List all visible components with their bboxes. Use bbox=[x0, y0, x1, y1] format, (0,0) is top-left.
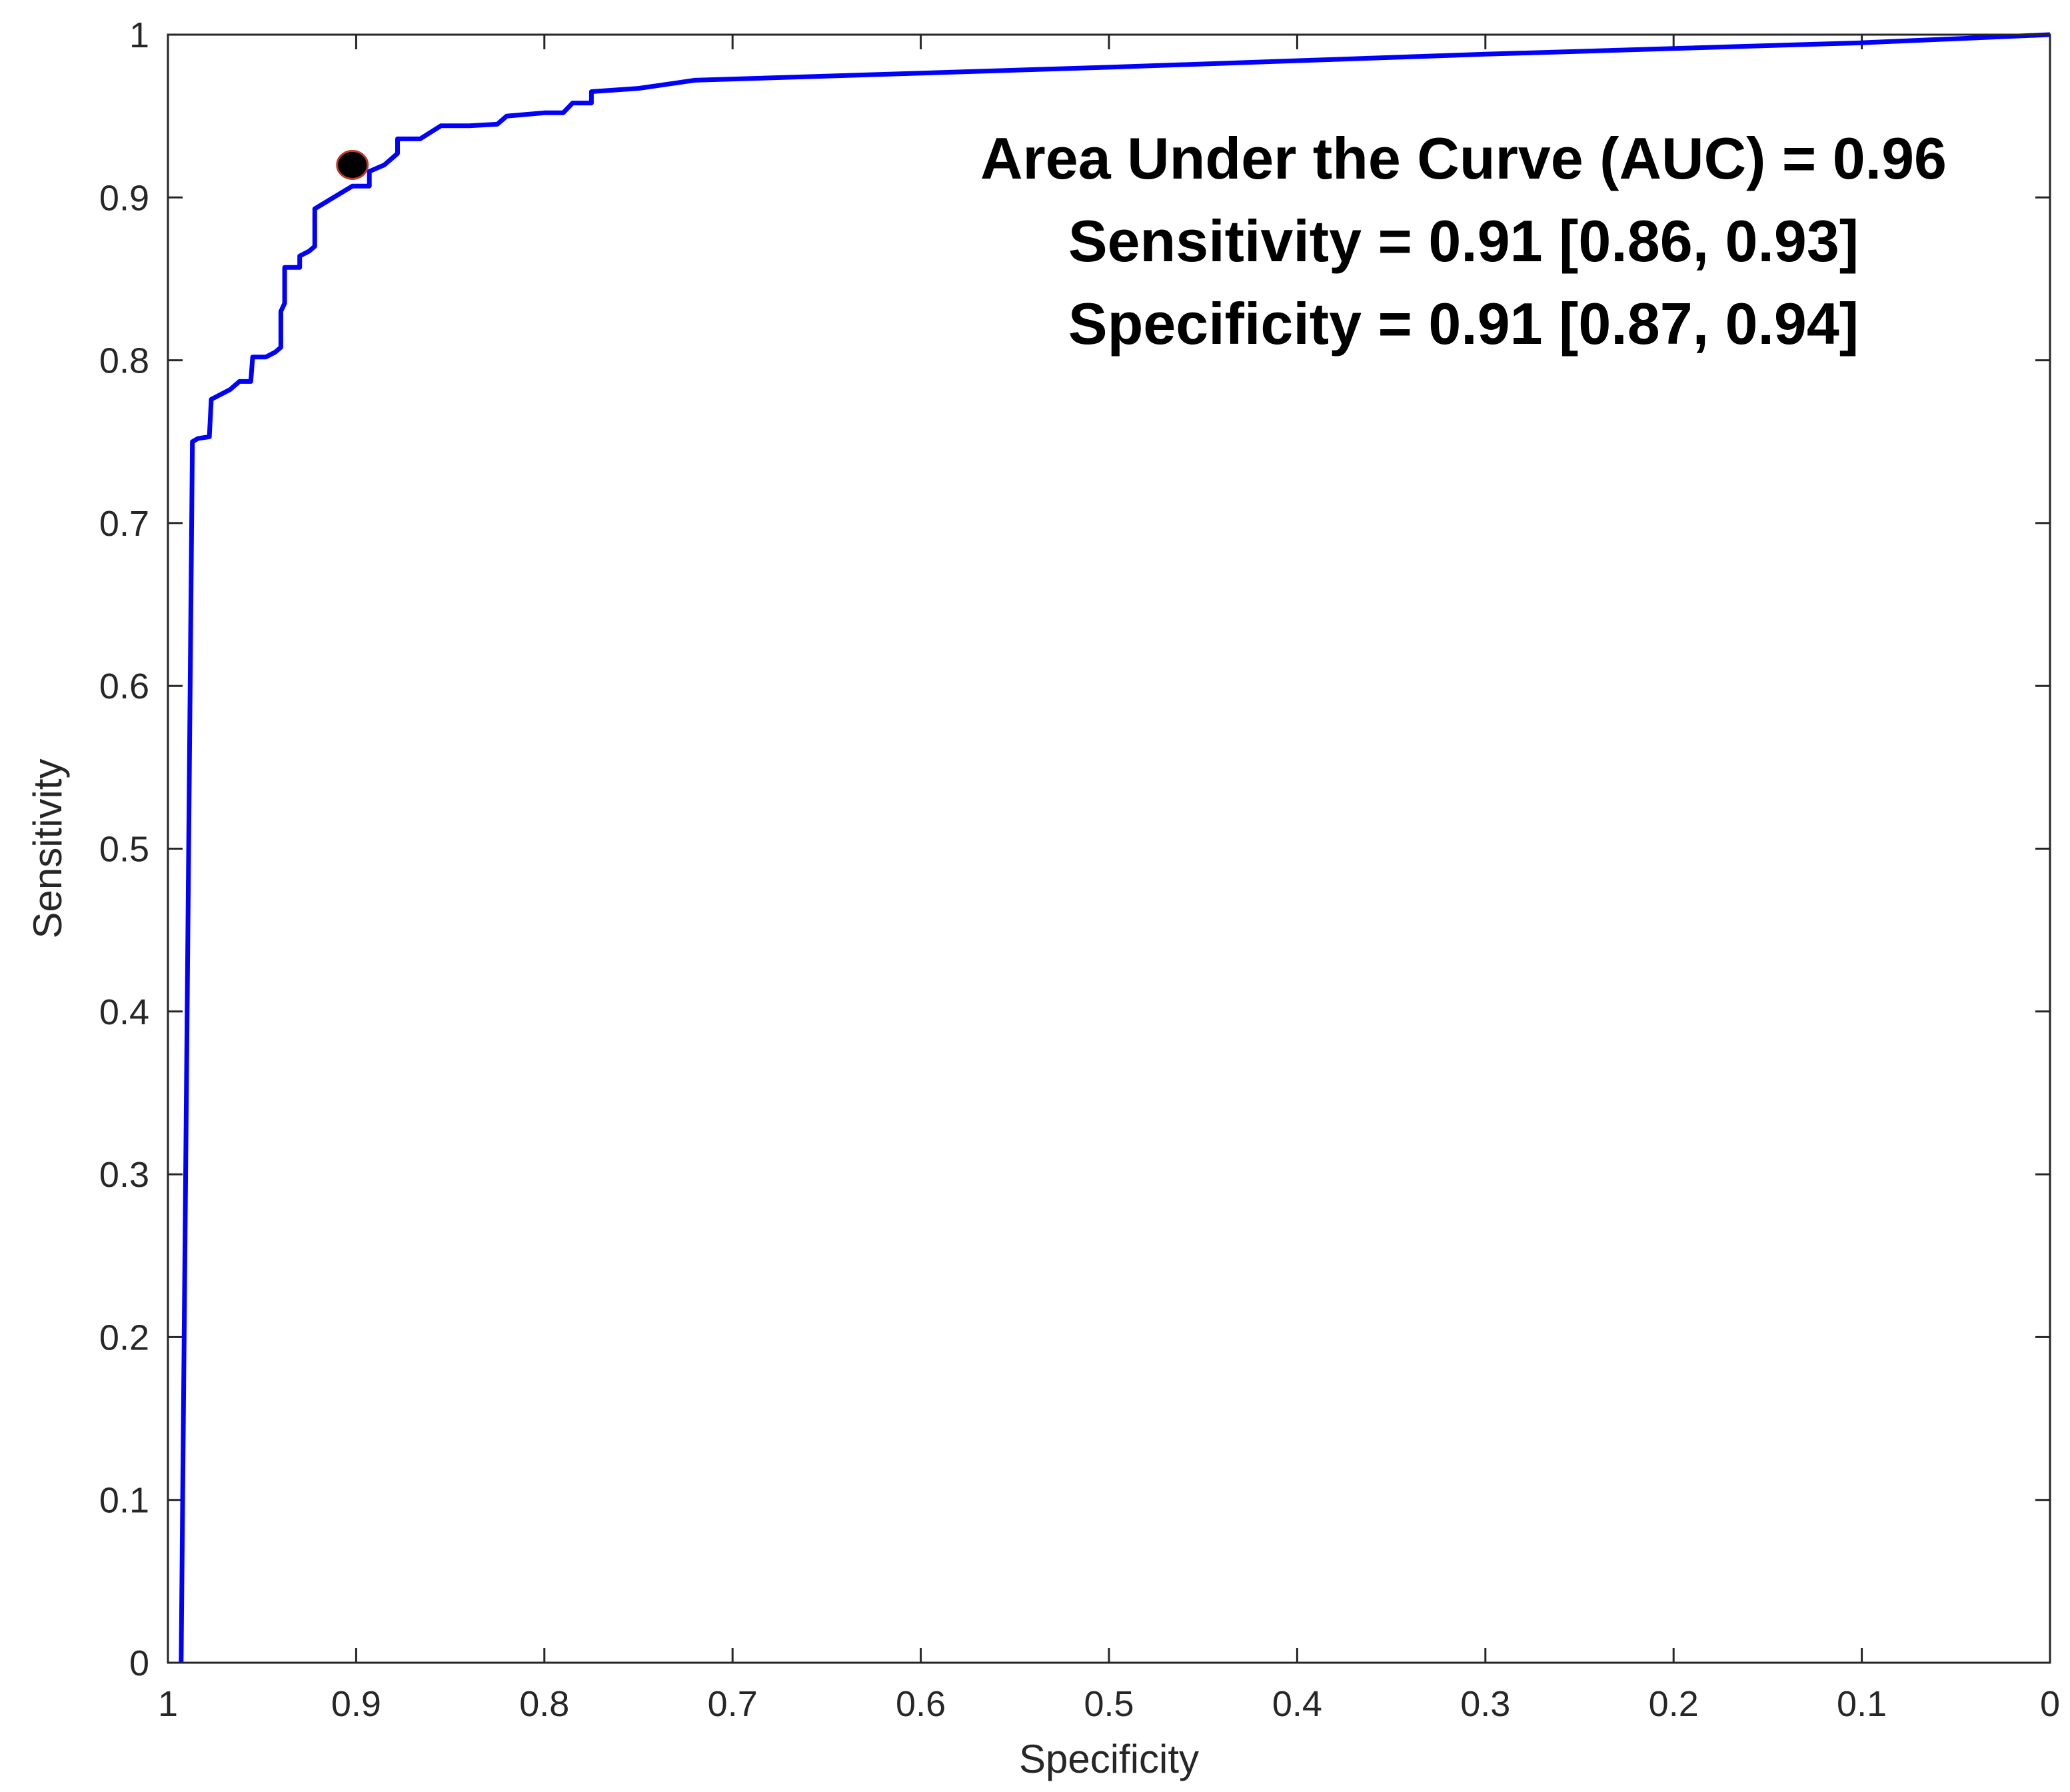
y-tick-label: 0.1 bbox=[99, 1481, 149, 1521]
y-tick-label: 0.8 bbox=[99, 341, 149, 381]
y-tick-label: 0.6 bbox=[99, 666, 149, 706]
auc-annotation: Area Under the Curve (AUC) = 0.96 bbox=[980, 125, 1947, 191]
x-tick-label: 0.8 bbox=[519, 1684, 569, 1724]
y-tick-label: 0.3 bbox=[99, 1155, 149, 1195]
x-tick-label: 0 bbox=[2040, 1684, 2060, 1724]
operating-point-marker bbox=[336, 149, 369, 180]
roc-curve-line bbox=[179, 32, 2051, 1663]
x-tick-label: 0.4 bbox=[1272, 1684, 1322, 1724]
sensitivity-annotation: Sensitivity = 0.91 [0.86, 0.93] bbox=[1068, 208, 1859, 274]
plot-frame bbox=[167, 33, 2051, 1664]
y-tick-label: 0 bbox=[129, 1643, 149, 1683]
x-tick-label: 0.2 bbox=[1649, 1684, 1699, 1724]
specificity-annotation: Specificity = 0.91 [0.87, 0.94] bbox=[1068, 291, 1859, 357]
x-tick-label: 0.3 bbox=[1460, 1684, 1510, 1724]
x-tick-label: 0.5 bbox=[1084, 1684, 1134, 1724]
y-axis-label: Sensitivity bbox=[25, 758, 70, 938]
x-tick-label: 0.7 bbox=[708, 1684, 758, 1724]
x-tick-label: 1 bbox=[158, 1684, 178, 1724]
y-tick-label: 0.4 bbox=[99, 992, 149, 1032]
x-tick-label: 0.9 bbox=[331, 1684, 381, 1724]
y-tick-label: 0.9 bbox=[99, 178, 149, 218]
y-tick-label: 0.7 bbox=[99, 504, 149, 544]
x-axis-label: Specificity bbox=[1019, 1737, 1199, 1781]
y-tick-label: 0.2 bbox=[99, 1318, 149, 1357]
axis-ticks bbox=[167, 33, 2051, 1664]
x-tick-labels: 1 0.9 0.8 0.7 0.6 0.5 0.4 0.3 0.2 0.1 0 bbox=[158, 1684, 2060, 1724]
x-tick-label: 0.6 bbox=[896, 1684, 946, 1724]
y-tick-label: 1 bbox=[129, 15, 149, 55]
y-tick-labels: 0 0.1 0.2 0.3 0.4 0.5 0.6 0.7 0.8 0.9 1 bbox=[99, 15, 149, 1683]
x-tick-label: 0.1 bbox=[1837, 1684, 1887, 1724]
y-tick-label: 0.5 bbox=[99, 830, 149, 870]
